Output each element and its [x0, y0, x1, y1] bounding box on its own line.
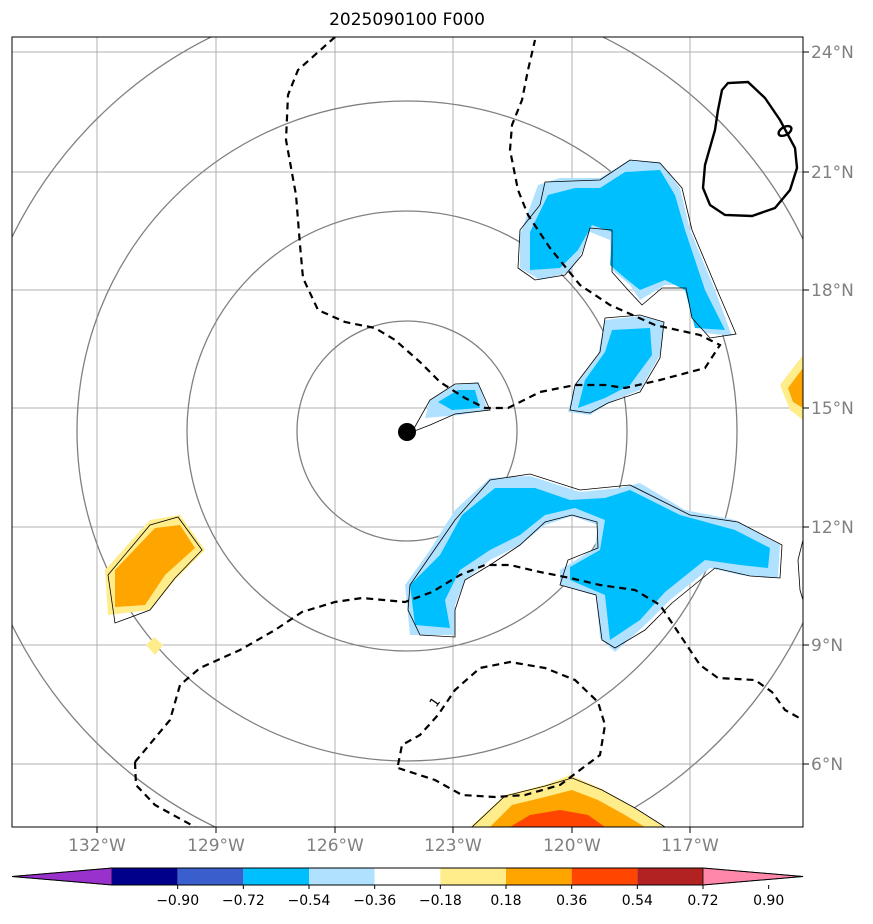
- storm-center-marker: [398, 423, 416, 441]
- colorbar-outline: [11, 867, 804, 886]
- lon-tick-label: 117°W: [661, 836, 719, 856]
- lat-tick-label: 6°N: [811, 755, 843, 775]
- solid-contours: [701, 80, 799, 218]
- positive-shading: [105, 355, 803, 827]
- lon-tick-label: 126°W: [306, 836, 364, 856]
- range-rings: [12, 37, 803, 827]
- lat-tick-label: 9°N: [811, 636, 843, 656]
- lat-axis: 24°N 21°N 18°N 15°N 12°N 9°N 6°N: [803, 43, 854, 775]
- colorbar-tick-label: −0.72: [222, 893, 265, 909]
- lat-tick-label: 24°N: [811, 43, 854, 63]
- colorbar-segment: [506, 868, 572, 885]
- lat-tick-label: 15°N: [811, 399, 854, 419]
- lat-tick-label: 21°N: [811, 163, 854, 183]
- lat-tick-label: 12°N: [811, 518, 854, 538]
- colorbar-segment: [177, 868, 244, 885]
- lon-tick-label: 132°W: [68, 836, 126, 856]
- colorbar-segment: [243, 868, 309, 885]
- colorbar-segment: [309, 868, 375, 885]
- map-plot-area: 1: [12, 37, 803, 827]
- colorbar-segment: [112, 868, 178, 885]
- colorbar-tick-label: −0.18: [419, 893, 462, 909]
- colorbar-extend-high: [702, 867, 804, 886]
- colorbar-tick-label: −0.36: [353, 893, 396, 909]
- colorbar-tick-label: 0.90: [753, 893, 784, 909]
- colorbar-tick-label: −0.90: [156, 893, 199, 909]
- colorbar-tick-label: 0.72: [687, 893, 718, 909]
- colorbar-segment: [637, 868, 703, 885]
- lon-axis: 132°W 129°W 126°W 123°W 120°W 117°W: [68, 827, 719, 856]
- lat-tick-label: 18°N: [811, 281, 854, 301]
- lon-tick-label: 123°W: [424, 836, 482, 856]
- colorbar-tick-label: 0.36: [556, 893, 587, 909]
- colorbar-segment: [440, 868, 506, 885]
- colorbar-segment: [374, 868, 441, 885]
- dashed-contours: [133, 37, 803, 827]
- colorbar-segment: [571, 868, 638, 885]
- colorbar: −0.90 −0.72 −0.54 −0.36 −0.18 0.18 0.36 0.54 0.7…: [11, 867, 804, 909]
- lon-tick-label: 129°W: [187, 836, 245, 856]
- colorbar-tick-label: 0.18: [490, 893, 521, 909]
- colorbar-extend-low: [11, 867, 113, 886]
- lon-tick-label: 120°W: [543, 836, 601, 856]
- colorbar-tick-label: 0.54: [622, 893, 653, 909]
- map-title: 2025090100 F000: [329, 10, 485, 30]
- negative-shading: [405, 160, 780, 652]
- lat-lon-gridlines: [12, 37, 803, 827]
- colorbar-tick-label: −0.54: [288, 893, 331, 909]
- map-frame: [11, 36, 804, 828]
